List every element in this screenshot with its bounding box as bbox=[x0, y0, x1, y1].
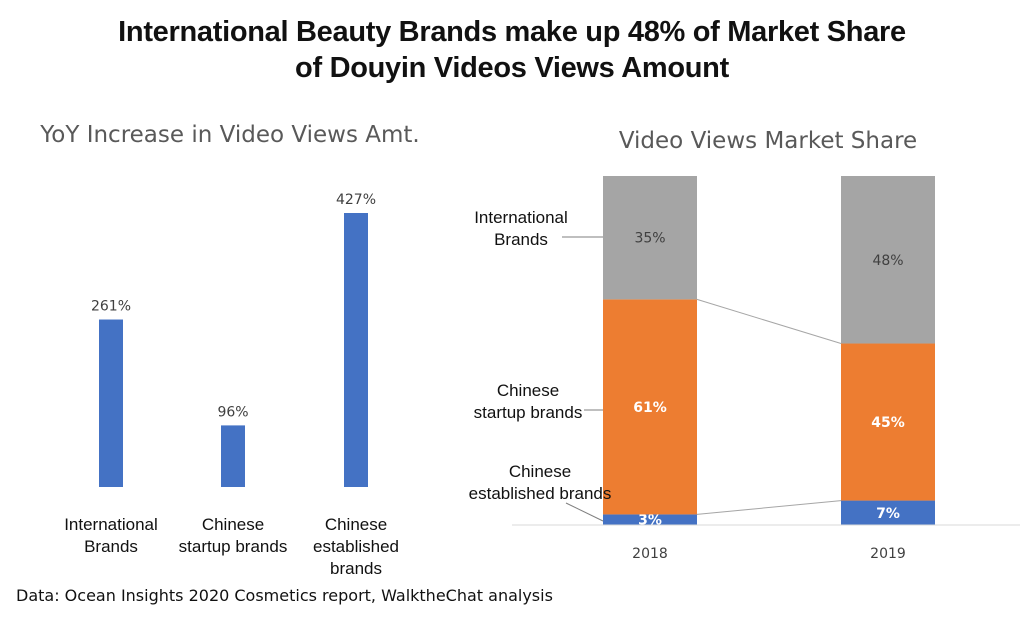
right-chart: 3% 61% 35% 2018 7% 45% 48% 2019 Chinese establish… bbox=[469, 176, 1020, 562]
series-label-3-line-2: Brands bbox=[494, 230, 548, 249]
title-line-1: International Beauty Brands make up 48% … bbox=[118, 16, 906, 48]
left-bar-2-label: 96% bbox=[217, 404, 248, 420]
series-label-1-line-1: Chinese bbox=[509, 462, 571, 481]
left-category-label-2-line-1: Chinese bbox=[202, 515, 264, 534]
seg-2018-s2 bbox=[603, 299, 697, 515]
series-label-1-line-2: established brands bbox=[469, 484, 612, 503]
source-note: Data: Ocean Insights 2020 Cosmetics repo… bbox=[16, 586, 553, 605]
seg-label-2019-s1: 7% bbox=[876, 506, 900, 522]
series-leader-line-1 bbox=[565, 502, 604, 522]
right-chart-title: Video Views Market Share bbox=[619, 128, 917, 154]
left-category-label-1-line-2: Brands bbox=[84, 537, 138, 556]
left-category-label-1-line-1: International bbox=[64, 515, 158, 534]
seg-label-2019-s2: 45% bbox=[871, 415, 905, 431]
left-category-label-3-line-1: Chinese bbox=[325, 515, 387, 534]
series-label-2-line-1: Chinese bbox=[497, 381, 559, 400]
series-label-2-line-2: startup brands bbox=[474, 403, 583, 422]
series-connector-1 bbox=[696, 500, 842, 515]
x-tick-label-1: 2018 bbox=[632, 546, 668, 562]
seg-2018-s3 bbox=[603, 176, 697, 300]
series-connector-2 bbox=[696, 298, 842, 344]
seg-2018-s1 bbox=[603, 514, 697, 525]
seg-label-2018-s2: 61% bbox=[633, 400, 667, 416]
left-chart-title: YoY Increase in Video Views Amt. bbox=[39, 122, 419, 148]
left-bar-1-label: 261% bbox=[91, 299, 131, 315]
seg-label-2018-s3: 35% bbox=[634, 231, 665, 247]
seg-label-2018-s1: 3% bbox=[638, 513, 662, 529]
left-chart: 261% International Brands 96% Chinese startup… bbox=[64, 192, 399, 578]
x-tick-label-2: 2019 bbox=[870, 546, 906, 562]
seg-2019-s3 bbox=[841, 176, 935, 344]
left-bar-1 bbox=[99, 319, 123, 487]
left-category-label-3-line-2: established bbox=[313, 537, 399, 556]
title-line-2: of Douyin Videos Views Amount bbox=[295, 52, 729, 84]
series-label-3-line-1: International bbox=[474, 208, 568, 227]
seg-label-2019-s3: 48% bbox=[872, 253, 903, 269]
seg-2019-s1 bbox=[841, 500, 935, 525]
left-bar-3-label: 427% bbox=[336, 192, 376, 208]
left-bar-2 bbox=[221, 425, 245, 487]
seg-2019-s2 bbox=[841, 343, 935, 501]
left-category-label-3-line-3: brands bbox=[330, 559, 382, 578]
main-title: International Beauty Brands make up 48% … bbox=[0, 14, 1024, 86]
left-bar-3 bbox=[344, 213, 368, 487]
left-category-label-2-line-2: startup brands bbox=[179, 537, 288, 556]
